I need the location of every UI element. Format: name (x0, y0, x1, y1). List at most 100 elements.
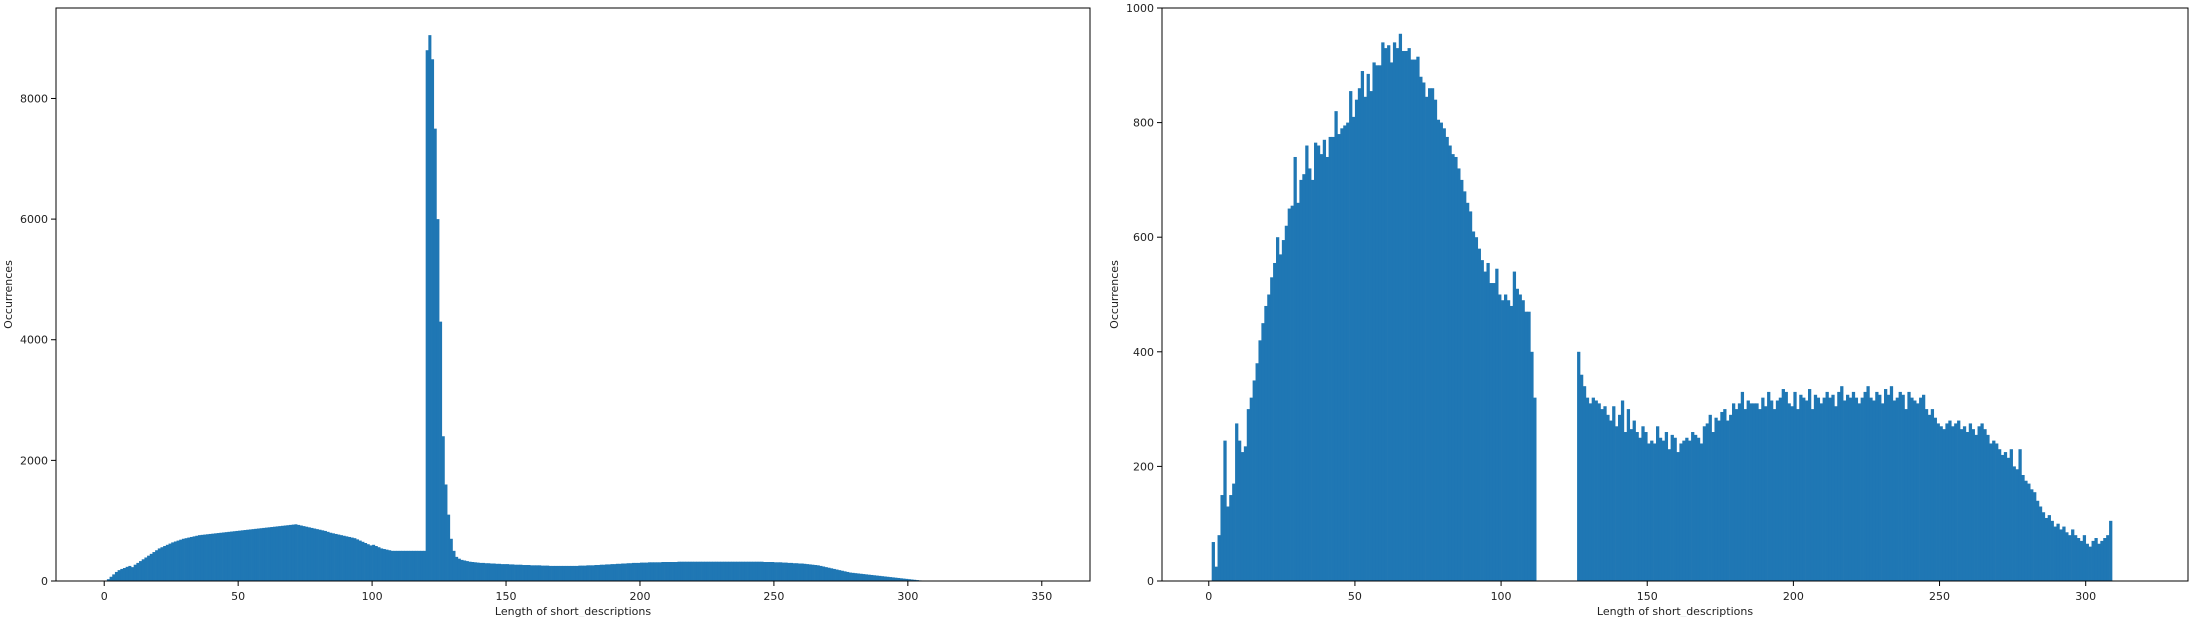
histogram-bar (776, 562, 780, 581)
y-tick-label: 200 (1133, 460, 1154, 473)
histogram-bar (1504, 294, 1508, 581)
x-axis-ticks-left: 0 50 100 150 200 250 300 350 (101, 581, 1052, 603)
histogram-bar (808, 564, 812, 581)
histogram-bar (2094, 538, 2098, 581)
histogram-bar (819, 565, 823, 581)
histogram-bar (1778, 397, 1783, 581)
histogram-bar (709, 561, 713, 581)
y-tick-label: 4000 (20, 334, 48, 347)
histogram-bar (1705, 423, 1709, 581)
histogram-bar (428, 35, 432, 581)
histogram-bar (106, 579, 110, 581)
histogram-bar (2076, 538, 2081, 581)
histogram-bar (1691, 432, 1695, 581)
histogram-bar (1506, 300, 1511, 581)
histogram-bar (832, 568, 836, 581)
histogram-bar (216, 533, 220, 581)
histogram-bar (1752, 403, 1756, 581)
histogram-bar (1927, 414, 1932, 581)
histogram-bar (1533, 397, 1537, 581)
histogram-bar (886, 576, 890, 581)
histogram-bar (2038, 506, 2043, 581)
histogram-bar (873, 575, 877, 581)
histogram-bar (637, 562, 641, 581)
histogram-bar (1378, 65, 1382, 582)
histogram-bar (1685, 437, 1689, 581)
histogram-bar (1392, 42, 1397, 581)
histogram-bar (433, 128, 437, 581)
histogram-bar (800, 563, 804, 581)
histogram-bars-left (106, 35, 922, 582)
histogram-bar (155, 550, 159, 581)
histogram-bar (1436, 119, 1441, 581)
histogram-bar (1229, 495, 1233, 581)
histogram-bar (597, 565, 601, 581)
x-axis-label-left: Length of short_descriptions (495, 605, 651, 617)
histogram-bar (1612, 406, 1616, 581)
histogram-bar (1708, 414, 1712, 581)
histogram-bar (2079, 540, 2084, 581)
histogram-bar (1977, 426, 1981, 581)
histogram-bar (1314, 142, 1318, 581)
histogram-bar (1869, 397, 1873, 581)
histogram-bar (2085, 543, 2089, 581)
histogram-bar (484, 563, 488, 581)
histogram-bar (189, 536, 193, 581)
histogram-bar (1606, 414, 1610, 581)
histogram-bar (1872, 400, 1876, 581)
histogram-bar (2059, 529, 2063, 581)
histogram-bar (128, 565, 132, 581)
histogram-bar (546, 565, 550, 581)
x-tick-label: 250 (1929, 590, 1950, 603)
histogram-bar (1980, 423, 1984, 581)
histogram-bar (1904, 409, 1908, 581)
histogram-bar (422, 550, 427, 581)
histogram-bar (2100, 540, 2104, 581)
histogram-bar (1600, 409, 1604, 581)
histogram-bar (846, 571, 850, 581)
histogram-bar (144, 557, 148, 581)
histogram-bar (173, 541, 177, 581)
histogram-bar (524, 565, 528, 581)
histogram-bar (122, 568, 126, 581)
histogram-bar (278, 526, 282, 581)
histogram-bar (664, 562, 668, 581)
histogram-bar (1726, 420, 1730, 581)
histogram-bar (248, 529, 252, 581)
histogram-bar (2097, 543, 2101, 581)
histogram-bar (1740, 391, 1745, 581)
histogram-bar (856, 573, 860, 581)
histogram-bar (720, 561, 724, 581)
histogram-bar (1688, 440, 1692, 581)
histogram-bar (763, 562, 767, 581)
histogram-bar (554, 565, 558, 581)
histogram-bar (1413, 59, 1417, 581)
histogram-bar (240, 530, 244, 581)
histogram-bar (733, 561, 737, 581)
histogram-bar (283, 525, 287, 581)
histogram-bar (1933, 417, 1937, 581)
histogram-bar (765, 562, 769, 581)
histogram-bar (347, 536, 352, 581)
histogram-bar (623, 563, 627, 581)
histogram-bar (1226, 506, 1230, 581)
histogram-bar (345, 536, 349, 581)
histogram-bar (1451, 154, 1455, 581)
histogram-bar (1910, 397, 1914, 581)
histogram-bar (460, 559, 464, 581)
histogram-bar (1974, 434, 1978, 581)
histogram-bar (1255, 363, 1259, 581)
histogram-bar (2074, 535, 2078, 581)
histogram-bar (1825, 391, 1829, 581)
histogram-bar (779, 562, 783, 581)
histogram-bar (897, 577, 901, 581)
y-axis-label-right: Occurrences (1108, 260, 1121, 329)
histogram-bar (508, 564, 512, 581)
histogram-bar (875, 575, 879, 581)
histogram-bar (417, 550, 421, 581)
histogram-bar (1746, 400, 1750, 581)
histogram-bar (1352, 116, 1356, 582)
histogram-bar (377, 547, 381, 581)
histogram-bar (723, 561, 727, 581)
